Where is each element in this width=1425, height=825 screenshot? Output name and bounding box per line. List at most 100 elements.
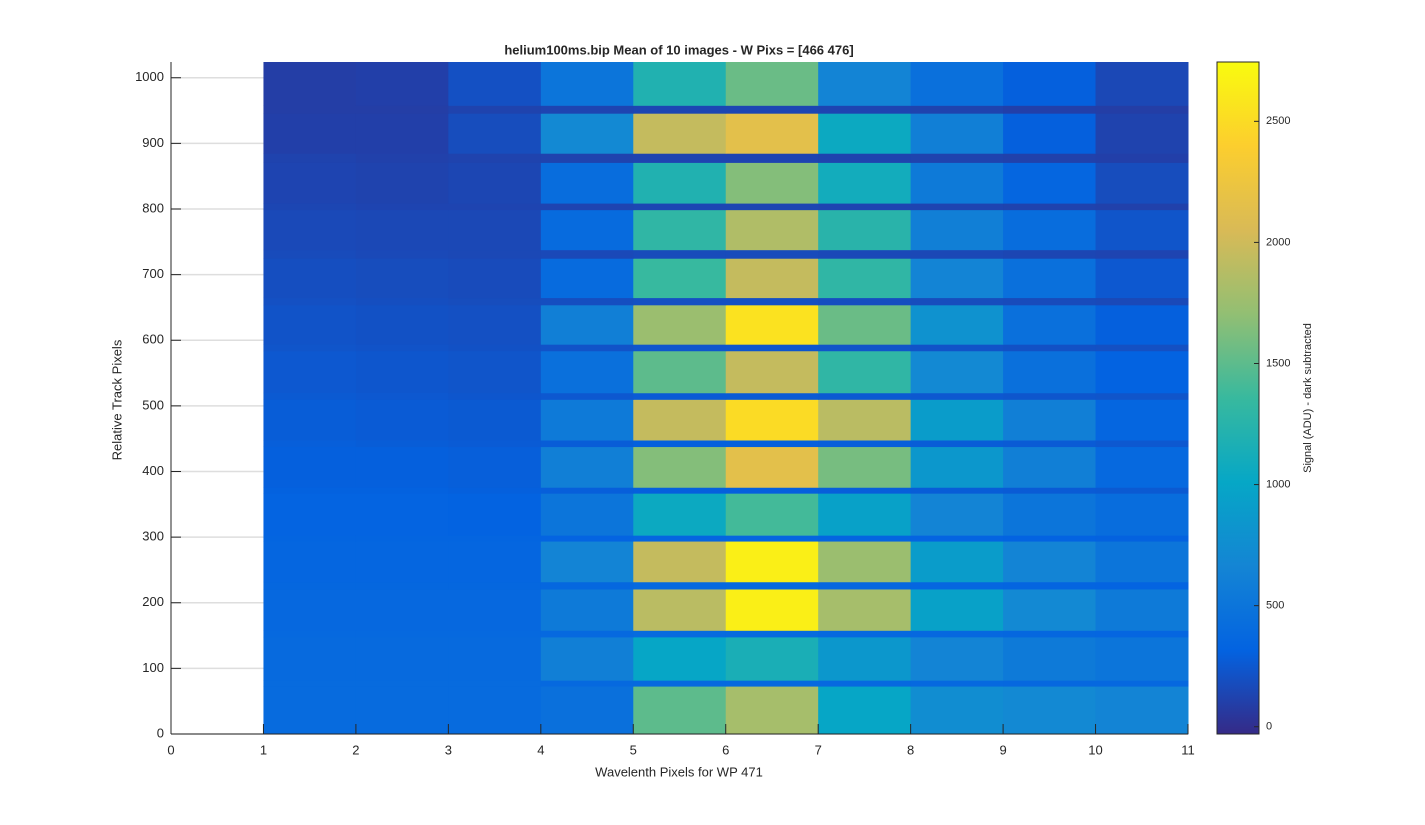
heatmap-cell [540,440,634,448]
x-tick-label: 10 [1088,742,1102,757]
heatmap-cell [725,446,819,488]
heatmap-cell [540,686,634,735]
heatmap-cell [263,487,357,494]
heatmap-cell [448,680,542,687]
heatmap-cell [818,446,912,488]
x-tick-label: 9 [999,742,1006,757]
heatmap-cell [540,153,634,163]
heatmap-cell [1003,588,1097,631]
y-tick-label: 300 [142,529,164,544]
heatmap-cell [633,344,727,352]
y-tick-label: 400 [142,463,164,478]
heatmap-cell [355,446,449,488]
heatmap-cell [448,392,542,400]
x-axis-label: Wavelenth Pixels for WP 471 [595,764,763,779]
heatmap-cell [448,399,542,441]
heatmap-cell [1095,446,1189,488]
heatmap-cell [448,62,542,106]
heatmap-cell [818,541,912,583]
y-tick-label: 600 [142,332,164,347]
heatmap-cell [1095,535,1189,542]
heatmap-cell [633,153,727,163]
heatmap-cell [910,249,1004,259]
x-tick-label: 11 [1181,742,1195,757]
heatmap-cell [818,680,912,687]
heatmap-cell [355,535,449,542]
heatmap-cell [263,680,357,687]
heatmap-cell [910,304,1004,345]
heatmap-cell [448,493,542,536]
heatmap-cell [1003,630,1097,638]
heatmap-cell [540,487,634,494]
heatmap-cell [1095,113,1189,154]
heatmap-cell [633,686,727,735]
heatmap-cell [725,162,819,204]
heatmap-cell [540,304,634,345]
heatmap-cell [725,686,819,735]
heatmap-cell [448,304,542,345]
heatmap-cell [1095,493,1189,536]
heatmap-cell [1095,209,1189,251]
colorbar-tick-label: 1000 [1266,478,1290,490]
heatmap-cell [1095,636,1189,681]
heatmap-cell [540,446,634,488]
heatmap-cell [448,249,542,259]
heatmap-cell [1095,686,1189,735]
heatmap-cell [1095,440,1189,448]
heatmap-cell [818,304,912,345]
heatmap-cell [633,105,727,114]
heatmap-cell [818,162,912,204]
heatmap-cell [540,636,634,681]
heatmap-cell [448,686,542,735]
heatmap-cell [448,209,542,251]
heatmap-cell [1095,258,1189,299]
heatmap-cell [633,62,727,106]
heatmap-cell [910,581,1004,590]
heatmap-cell [633,297,727,306]
heatmap-cell [263,541,357,583]
heatmap-cell [910,162,1004,204]
heatmap-cell [633,162,727,204]
heatmap-cell [355,62,449,106]
heatmap-cell [355,588,449,631]
heatmap-cell [633,209,727,251]
heatmap-cell [1003,62,1097,106]
heatmap-cell [910,541,1004,583]
y-tick-label: 200 [142,594,164,609]
heatmap-cell [725,62,819,106]
heatmap-cell [818,344,912,352]
heatmap-cell [448,588,542,631]
heatmap-cell [540,105,634,114]
heatmap-cell [263,162,357,204]
heatmap-cell [448,541,542,583]
heatmap-cell [263,258,357,299]
heatmap-cell [540,581,634,590]
heatmap-cell [448,105,542,114]
heatmap-cell [818,392,912,400]
y-tick-label: 100 [142,660,164,675]
heatmap-cell [725,630,819,638]
heatmap-cell [355,686,449,735]
heatmap-cell [818,399,912,441]
heatmap-cell [448,297,542,306]
heatmap-cell [540,209,634,251]
heatmap-cell [263,581,357,590]
heatmap-cell [1003,258,1097,299]
heatmap-cell [633,630,727,638]
heatmap-cell [540,113,634,154]
heatmap-cell [910,446,1004,488]
heatmap-cell [1095,399,1189,441]
heatmap-cell [818,113,912,154]
heatmap-cell [1095,153,1189,163]
x-tick-label: 3 [445,742,452,757]
heatmap-cell [725,203,819,211]
heatmap-cell [1095,249,1189,259]
heatmap-cell [910,588,1004,631]
heatmap-cell [448,630,542,638]
heatmap-cell [910,297,1004,306]
heatmap-cell [725,105,819,114]
colorbar [1216,61,1260,735]
heatmap-cell [1003,399,1097,441]
heatmap-cell [540,493,634,536]
